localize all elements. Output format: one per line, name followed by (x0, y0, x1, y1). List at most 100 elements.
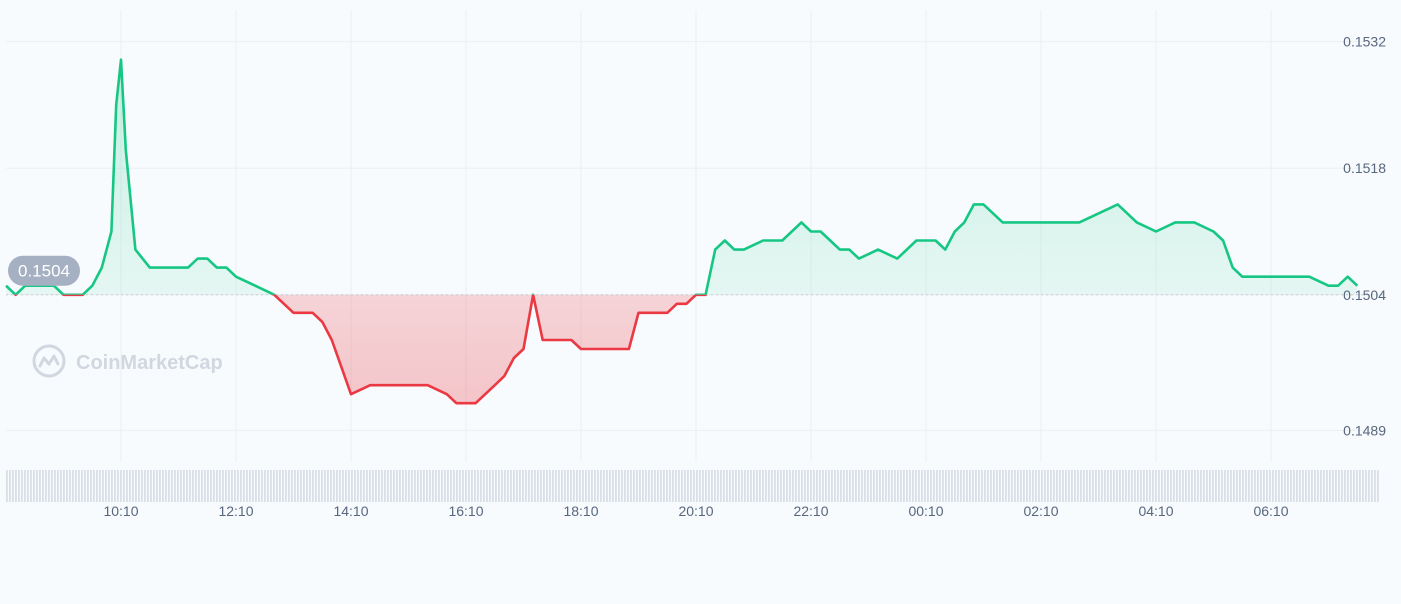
volume-bar (486, 470, 488, 502)
volume-bar (1284, 470, 1286, 502)
volume-bar (435, 470, 437, 502)
volume-bar (1167, 470, 1169, 502)
volume-bar (57, 470, 59, 502)
volume-bar (126, 470, 128, 502)
volume-bar (855, 470, 857, 502)
volume-bar (285, 470, 287, 502)
x-tick-label: 06:10 (1253, 503, 1288, 519)
volume-bar (1032, 470, 1034, 502)
volume-bar (1242, 470, 1244, 502)
volume-bar (657, 470, 659, 502)
volume-bar (714, 470, 716, 502)
volume-bar (846, 470, 848, 502)
volume-bar (1137, 470, 1139, 502)
volume-bar (888, 470, 890, 502)
volume-bar (741, 470, 743, 502)
volume-bar (1083, 470, 1085, 502)
volume-bar (582, 470, 584, 502)
volume-bar (294, 470, 296, 502)
coinmarketcap-watermark: CoinMarketCap (32, 344, 223, 378)
volume-bar (1347, 470, 1349, 502)
volume-bar (324, 470, 326, 502)
volume-bar (1098, 470, 1100, 502)
volume-bar (51, 470, 53, 502)
volume-bar (1239, 470, 1241, 502)
volume-bar (636, 470, 638, 502)
volume-bar (1335, 470, 1337, 502)
volume-bar (1020, 470, 1022, 502)
volume-bar (1143, 470, 1145, 502)
volume-bar (576, 470, 578, 502)
volume-bar (729, 470, 731, 502)
volume-bar (21, 470, 23, 502)
volume-bar (624, 470, 626, 502)
volume-bar (12, 470, 14, 502)
volume-bar (1173, 470, 1175, 502)
volume-bar (1203, 470, 1205, 502)
volume-bar (15, 470, 17, 502)
volume-bar (594, 470, 596, 502)
volume-bar (228, 470, 230, 502)
volume-bar (933, 470, 935, 502)
volume-bar (1023, 470, 1025, 502)
volume-bar (513, 470, 515, 502)
volume-bar (849, 470, 851, 502)
volume-bar (912, 470, 914, 502)
volume-bar (999, 470, 1001, 502)
volume-bar (270, 470, 272, 502)
current-price-label: 0.1504 (18, 262, 70, 281)
volume-bar (603, 470, 605, 502)
volume-bar (972, 470, 974, 502)
volume-bar (693, 470, 695, 502)
y-tick-label: 0.1518 (1343, 160, 1386, 176)
volume-bar (174, 470, 176, 502)
volume-bar (1362, 470, 1364, 502)
volume-bar (489, 470, 491, 502)
volume-bar (558, 470, 560, 502)
volume-bar (843, 470, 845, 502)
volume-bar (399, 470, 401, 502)
volume-bar (1287, 470, 1289, 502)
volume-bar (864, 470, 866, 502)
volume-bar (1260, 470, 1262, 502)
x-tick-label: 12:10 (218, 503, 253, 519)
volume-bar (1269, 470, 1271, 502)
volume-bar (957, 470, 959, 502)
volume-bar (798, 470, 800, 502)
volume-bar (1224, 470, 1226, 502)
volume-bar (990, 470, 992, 502)
volume-bar (54, 470, 56, 502)
volume-bar (1236, 470, 1238, 502)
volume-bar (273, 470, 275, 502)
volume-bar (159, 470, 161, 502)
area-fill-up (6, 59, 1358, 295)
volume-bar (1317, 470, 1319, 502)
volume-bar (177, 470, 179, 502)
volume-bar (1059, 470, 1061, 502)
volume-bar (276, 470, 278, 502)
volume-bar (726, 470, 728, 502)
volume-bar (423, 470, 425, 502)
volume-bar (468, 470, 470, 502)
volume-bar (1071, 470, 1073, 502)
volume-bar (915, 470, 917, 502)
volume-bar (687, 470, 689, 502)
volume-bar (252, 470, 254, 502)
volume-bar (255, 470, 257, 502)
volume-bar (204, 470, 206, 502)
volume-bar (924, 470, 926, 502)
volume-bar (1266, 470, 1268, 502)
volume-bar (1254, 470, 1256, 502)
volume-bar (84, 470, 86, 502)
volume-bar (237, 470, 239, 502)
volume-bar (963, 470, 965, 502)
area-fills (6, 59, 1358, 404)
volume-bar (852, 470, 854, 502)
volume-bar (1197, 470, 1199, 502)
volume-bar (579, 470, 581, 502)
volume-bar (654, 470, 656, 502)
volume-bar (315, 470, 317, 502)
volume-bar (339, 470, 341, 502)
